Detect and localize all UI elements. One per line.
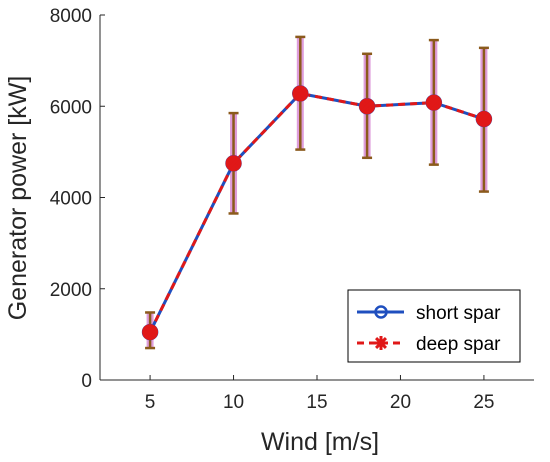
y-tick-label: 4000 bbox=[50, 189, 92, 210]
legend-label-short-spar: short spar bbox=[416, 303, 501, 324]
star-stroke bbox=[374, 336, 388, 350]
x-tick-label: 25 bbox=[473, 392, 494, 413]
data-point-deep-spar-star bbox=[226, 156, 241, 171]
axes bbox=[99, 14, 534, 381]
y-tick-label: 2000 bbox=[50, 280, 92, 301]
data-point-deep-spar-star bbox=[426, 95, 441, 110]
x-tick-label: 20 bbox=[390, 392, 411, 413]
y-axis-label: Generator power [kW] bbox=[4, 76, 32, 321]
legend: short spar deep spar bbox=[347, 289, 521, 363]
star-stroke bbox=[294, 87, 307, 100]
y-tick-label: 0 bbox=[81, 371, 92, 392]
x-tick-label: 10 bbox=[223, 392, 244, 413]
legend-box bbox=[347, 289, 521, 363]
star-stroke bbox=[227, 157, 240, 170]
legend-star-shape bbox=[374, 336, 388, 350]
data-point-deep-spar-star bbox=[360, 99, 375, 114]
legend-label-deep-spar: deep spar bbox=[416, 334, 501, 355]
data-point-deep-spar-star bbox=[293, 86, 308, 101]
data-point-deep-spar-star bbox=[143, 325, 158, 340]
star-stroke bbox=[477, 113, 490, 126]
data-point-deep-spar-star bbox=[476, 112, 491, 127]
star-stroke bbox=[361, 100, 374, 113]
x-tick-label: 15 bbox=[306, 392, 327, 413]
series-lines bbox=[148, 91, 485, 333]
legend-marker-deep-spar bbox=[374, 336, 388, 350]
y-tick-label: 6000 bbox=[50, 97, 92, 118]
tick-labels: 5 10 15 20 25 0 2000 4000 6000 8000 bbox=[50, 6, 495, 413]
y-tick-label: 8000 bbox=[50, 6, 92, 27]
star-stroke bbox=[144, 326, 157, 339]
data-markers bbox=[141, 85, 493, 341]
x-axis-label: Wind [m/s] bbox=[261, 428, 379, 456]
x-tick-label: 5 bbox=[145, 392, 156, 413]
legend-marker-short-spar bbox=[374, 305, 388, 319]
series-line-deep-spar bbox=[148, 91, 485, 333]
star-stroke bbox=[427, 96, 440, 109]
